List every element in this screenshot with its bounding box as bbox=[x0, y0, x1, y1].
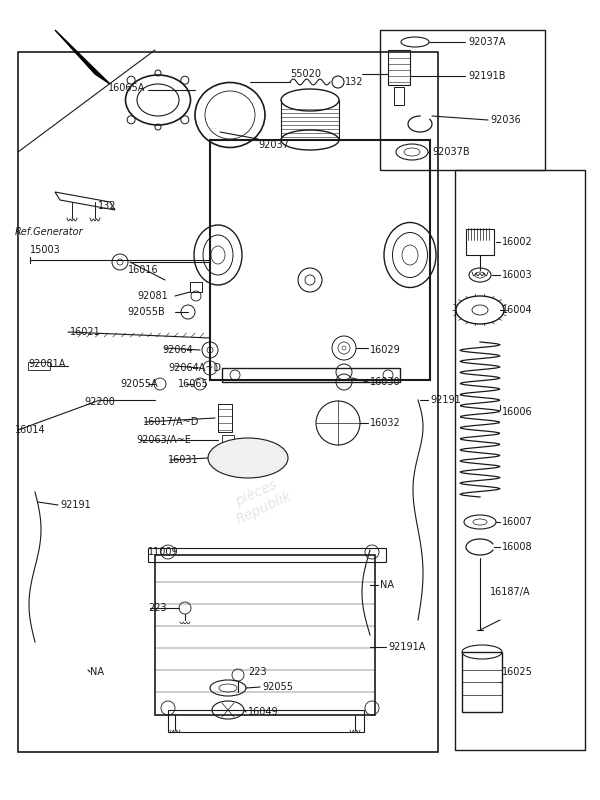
Text: 16014: 16014 bbox=[15, 425, 46, 435]
Text: 92191: 92191 bbox=[430, 395, 461, 405]
Text: pièces
Republik: pièces Republik bbox=[226, 474, 294, 526]
Text: 92064: 92064 bbox=[162, 345, 193, 355]
Text: 16002: 16002 bbox=[502, 237, 533, 247]
Bar bbox=[394, 87, 404, 105]
Text: 16003: 16003 bbox=[502, 270, 533, 280]
Text: 92081A: 92081A bbox=[28, 359, 65, 369]
Text: 92036: 92036 bbox=[490, 115, 521, 125]
Bar bbox=[222, 435, 234, 445]
Text: 16017/A~D: 16017/A~D bbox=[143, 417, 199, 427]
Text: NA: NA bbox=[380, 580, 394, 590]
Text: 16006: 16006 bbox=[502, 407, 533, 417]
Text: 132: 132 bbox=[98, 201, 116, 211]
Text: NA: NA bbox=[90, 667, 104, 677]
Text: 92037A: 92037A bbox=[468, 37, 505, 47]
Text: 92037B: 92037B bbox=[432, 147, 470, 157]
Bar bbox=[155, 555, 375, 715]
Polygon shape bbox=[55, 30, 110, 84]
Text: 16008: 16008 bbox=[502, 542, 533, 552]
Text: 132: 132 bbox=[345, 77, 364, 87]
Bar bbox=[210, 140, 430, 380]
Text: Ref.Generator: Ref.Generator bbox=[15, 227, 83, 237]
Text: 92191B: 92191B bbox=[468, 71, 505, 81]
Text: 16029: 16029 bbox=[370, 345, 401, 355]
Text: 92055: 92055 bbox=[262, 682, 293, 692]
Text: 16032: 16032 bbox=[370, 418, 401, 428]
Text: 92191: 92191 bbox=[60, 500, 91, 510]
Text: 15003: 15003 bbox=[30, 245, 61, 255]
Bar bbox=[380, 30, 545, 170]
Text: 92055B: 92055B bbox=[127, 307, 165, 317]
Text: 92055A: 92055A bbox=[120, 379, 158, 389]
Bar bbox=[466, 229, 494, 255]
Text: 92064A~D: 92064A~D bbox=[168, 363, 221, 373]
Bar bbox=[28, 362, 50, 370]
Bar bbox=[148, 548, 386, 562]
Text: 16031: 16031 bbox=[168, 455, 199, 465]
Text: 55020: 55020 bbox=[290, 69, 321, 79]
Bar bbox=[168, 710, 364, 732]
Bar bbox=[388, 50, 410, 85]
Text: 16049: 16049 bbox=[248, 707, 278, 717]
Text: 16025: 16025 bbox=[502, 667, 533, 677]
Text: 92063/A~E: 92063/A~E bbox=[136, 435, 191, 445]
Text: 16065A: 16065A bbox=[108, 83, 145, 93]
Bar bbox=[462, 652, 502, 712]
Ellipse shape bbox=[208, 438, 288, 478]
Text: 92081: 92081 bbox=[137, 291, 168, 301]
Text: 16065: 16065 bbox=[178, 379, 209, 389]
Text: 92191A: 92191A bbox=[388, 642, 425, 652]
Text: 16187/A: 16187/A bbox=[490, 587, 530, 597]
Text: 223: 223 bbox=[248, 667, 266, 677]
Bar bbox=[190, 282, 202, 292]
Text: 16021: 16021 bbox=[70, 327, 101, 337]
Text: 16030: 16030 bbox=[370, 377, 401, 387]
Text: 16004: 16004 bbox=[502, 305, 533, 315]
Bar bbox=[455, 170, 585, 750]
Text: 223: 223 bbox=[148, 603, 167, 613]
Text: 16007: 16007 bbox=[502, 517, 533, 527]
Text: 92037: 92037 bbox=[258, 140, 289, 150]
Bar bbox=[222, 368, 400, 382]
Text: 11009: 11009 bbox=[148, 547, 179, 557]
Text: 16016: 16016 bbox=[128, 265, 158, 275]
Text: 92200: 92200 bbox=[84, 397, 115, 407]
Bar bbox=[18, 52, 438, 752]
Bar bbox=[218, 404, 232, 432]
